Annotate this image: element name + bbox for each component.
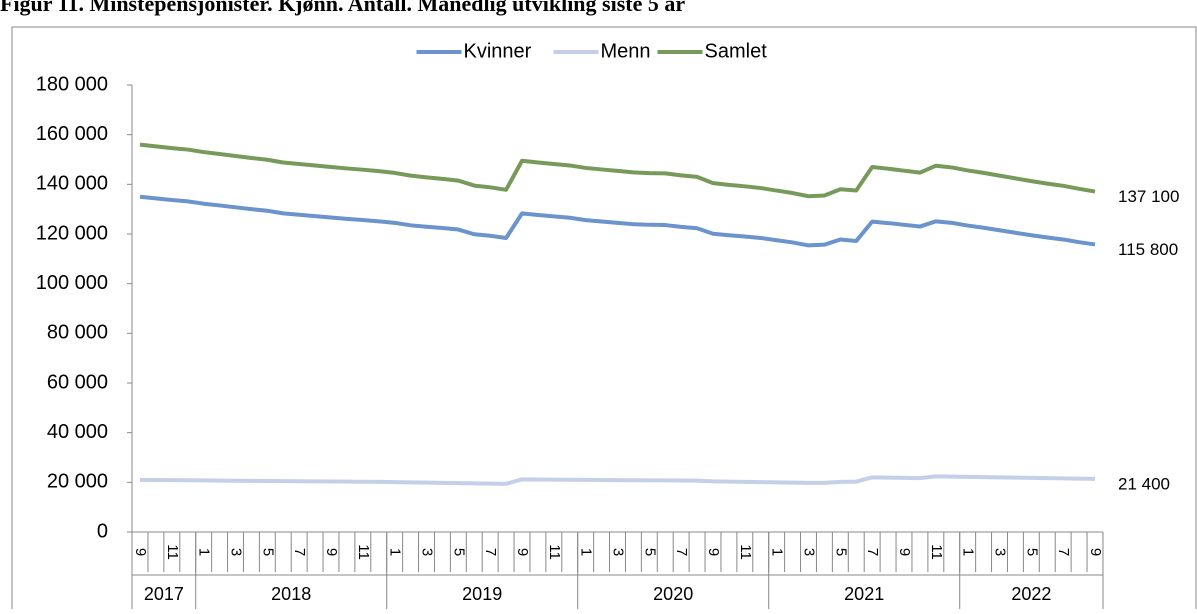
y-tick-label: 0 — [97, 520, 108, 542]
y-tick-label: 160 000 — [36, 123, 108, 145]
group-label: 2017 — [144, 584, 184, 604]
x-tick-label: 7 — [864, 548, 881, 556]
x-tick-label: 11 — [928, 544, 945, 560]
series-line — [139, 194, 1096, 248]
y-tick-label: 80 000 — [47, 322, 108, 344]
x-tick-label: 11 — [546, 544, 563, 560]
x-tick-label: 5 — [832, 548, 849, 556]
x-tick-label: 9 — [132, 548, 149, 556]
x-tick-label: 7 — [291, 548, 308, 556]
x-tick-label: 7 — [1055, 548, 1072, 556]
series-line — [139, 474, 1096, 486]
x-tick-label: 3 — [992, 548, 1009, 556]
group-label: 2022 — [1011, 584, 1051, 604]
series-line — [139, 142, 1096, 199]
end-label: 137 100 — [1118, 187, 1179, 206]
x-tick-label: 9 — [1087, 548, 1104, 556]
chart-frame — [11, 26, 1197, 614]
x-tick-label: 11 — [164, 544, 181, 560]
group-label: 2020 — [653, 584, 693, 604]
end-label: 21 400 — [1118, 474, 1170, 493]
x-tick-label: 3 — [228, 548, 245, 556]
y-tick-label: 120 000 — [36, 222, 108, 244]
y-tick-label: 100 000 — [36, 272, 108, 294]
x-tick-label: 3 — [419, 548, 436, 556]
group-label: 2021 — [844, 584, 884, 604]
x-tick-label: 7 — [673, 548, 690, 556]
x-tick-label: 5 — [450, 548, 467, 556]
group-label: 2018 — [271, 584, 311, 604]
x-tick-label: 1 — [196, 548, 213, 556]
x-tick-label: 1 — [769, 548, 786, 556]
x-tick-label: 3 — [801, 548, 818, 556]
x-tick-label: 5 — [259, 548, 276, 556]
x-tick-label: 9 — [705, 548, 722, 556]
x-tick-label: 9 — [896, 548, 913, 556]
x-tick-label: 9 — [323, 548, 340, 556]
x-tick-label: 11 — [737, 544, 754, 560]
x-tick-label: 1 — [960, 548, 977, 556]
x-tick-label: 9 — [514, 548, 531, 556]
x-tick-label: 3 — [610, 548, 627, 556]
x-tick-label: 1 — [578, 548, 595, 556]
x-tick-label: 7 — [482, 548, 499, 556]
end-label: 115 800 — [1118, 240, 1178, 259]
legend-label: Kvinner — [464, 40, 532, 62]
x-tick-label: 11 — [355, 544, 372, 560]
y-tick-label: 40 000 — [47, 421, 108, 443]
y-tick-label: 20 000 — [47, 471, 108, 493]
x-tick-label: 5 — [1023, 548, 1040, 556]
chart-title: Figur 11. Minstepensjonister. Kjønn. Ant… — [0, 0, 685, 16]
x-tick-label: 5 — [641, 548, 658, 556]
group-label: 2019 — [462, 584, 502, 604]
legend-label: Samlet — [705, 40, 768, 62]
legend-label: Menn — [601, 40, 651, 62]
y-tick-label: 140 000 — [36, 173, 108, 195]
x-tick-label: 1 — [387, 548, 404, 556]
y-tick-label: 60 000 — [47, 371, 108, 393]
y-tick-label: 180 000 — [36, 73, 108, 95]
